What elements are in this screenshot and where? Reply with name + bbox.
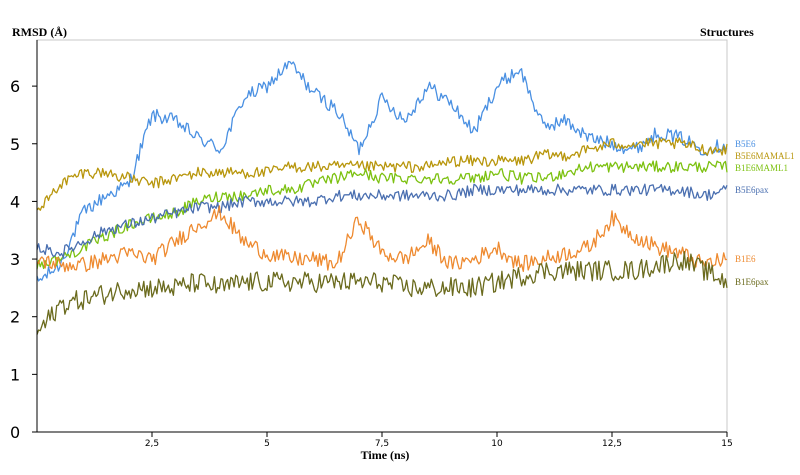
legend-label-b1e6: B1E6 (735, 254, 756, 264)
x-axis-title: Time (ns) (361, 448, 410, 462)
legend-label-b1e6pax: B1E6pax (735, 277, 769, 287)
legend-label-b5e6pax: B5E6pax (735, 185, 769, 195)
y-tick-label: 6 (10, 77, 20, 96)
y-tick-label: 0 (10, 423, 20, 442)
y-axis: 0 1 2 3 4 5 6 (10, 77, 37, 442)
y-tick-label: 4 (10, 192, 20, 211)
y-tick-label: 5 (10, 135, 20, 154)
series-line-b1e6maml1 (36, 160, 728, 270)
legend-label-b5e6mamal1: B5E6MAMAL1 (735, 151, 795, 161)
y-tick-label: 1 (10, 365, 20, 384)
y-axis-title: RMSD (Å) (12, 25, 67, 39)
x-tick-label: 15 (721, 439, 732, 449)
x-tick-label: 5 (264, 439, 270, 449)
legend-label-b1e6maml1: B1E6MAML1 (735, 163, 788, 173)
x-axis: 2,5 5 7,5 10 12,5 15 (145, 432, 733, 449)
legend-label-b5e6: B5E6 (735, 139, 756, 149)
legend-title: Structures (700, 25, 754, 39)
y-tick-label: 2 (10, 308, 20, 327)
x-tick-label: 12,5 (602, 439, 622, 449)
plot-frame (36, 39, 728, 433)
x-tick-label: 10 (491, 439, 503, 449)
series-line-b5e6 (36, 60, 728, 282)
series-layer (36, 60, 728, 335)
series-line-b1e6pax (36, 250, 728, 335)
x-tick-label: 2,5 (145, 439, 159, 449)
x-tick-label: 7,5 (375, 439, 389, 449)
series-line-b5e6mamal1 (36, 137, 728, 211)
y-tick-label: 3 (10, 250, 20, 269)
series-line-b1e6 (36, 205, 728, 273)
legend: B5E6 B5E6MAMAL1 B1E6MAML1 B5E6pax B1E6 B1E6pa… (735, 139, 795, 287)
series-line-b5e6pax (36, 183, 728, 259)
